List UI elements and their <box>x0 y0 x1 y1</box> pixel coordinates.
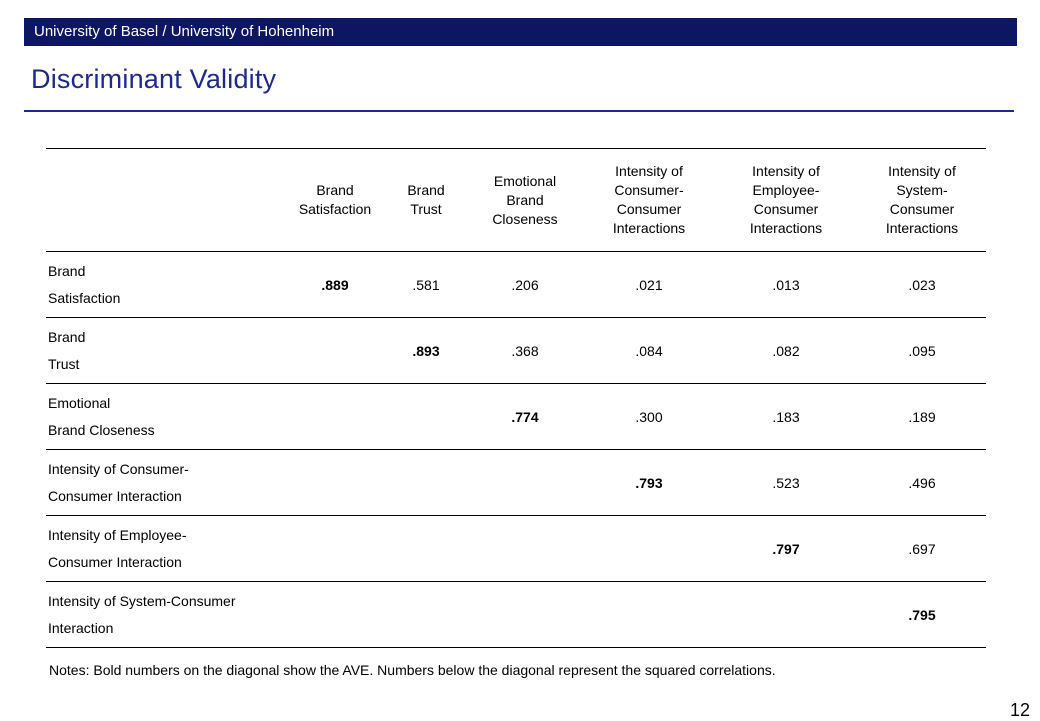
correlation-cell: .013 <box>772 276 800 293</box>
page-number: 12 <box>1010 700 1031 720</box>
column-header: Brand Satisfaction <box>298 182 372 217</box>
discriminant-validity-table: Brand Satisfaction Brand Trust Emotional Br… <box>46 148 986 648</box>
ave-cell: .797 <box>772 540 800 557</box>
correlation-cell <box>584 516 714 582</box>
column-header: Emotional Brand Closeness <box>492 172 558 227</box>
ave-cell: .774 <box>511 408 539 425</box>
correlation-cell <box>714 582 858 648</box>
correlation-cell <box>284 516 386 582</box>
correlation-cell: .206 <box>511 276 539 293</box>
column-header: Intensity of Employee- Consumer Interaction… <box>749 163 823 236</box>
row-label: Brand Trust <box>48 328 86 372</box>
title-divider <box>24 110 1014 112</box>
correlation-cell: .021 <box>635 276 663 293</box>
correlation-cell <box>466 516 584 582</box>
table-row: Brand Trust .893 .368 .084 .082 .095 <box>46 318 986 384</box>
table-row: Intensity of Consumer- Consumer Interacti… <box>46 450 986 516</box>
correlation-cell: .183 <box>772 408 800 425</box>
ave-cell: .889 <box>321 276 349 293</box>
correlation-cell <box>284 318 386 384</box>
ave-cell: .793 <box>635 474 663 491</box>
table-notes: Notes: Bold numbers on the diagonal show… <box>49 662 776 678</box>
correlation-cell: .581 <box>412 276 440 293</box>
table-row: Intensity of System-Consumer Interaction.… <box>46 582 986 648</box>
table-header-row: Brand Satisfaction Brand Trust Emotional Br… <box>46 148 986 252</box>
table-row: Brand Satisfaction .889 .581 .206 .021 .013 .02… <box>46 252 986 318</box>
institution-label: University of Basel / University of Hohe… <box>34 23 335 40</box>
table-row: Emotional Brand Closeness .774 .300 .183 .189 <box>46 384 986 450</box>
correlation-cell <box>386 450 466 516</box>
correlation-cell <box>466 582 584 648</box>
correlation-cell: .084 <box>635 342 663 359</box>
correlation-cell: .095 <box>908 342 936 359</box>
correlation-cell: .697 <box>908 540 936 557</box>
correlation-cell: .523 <box>772 474 800 491</box>
correlation-cell: .300 <box>635 408 663 425</box>
row-label: Intensity of Consumer- Consumer Interacti… <box>48 460 189 504</box>
column-header: Intensity of System- Consumer Interactions <box>885 163 959 236</box>
correlation-cell: .496 <box>908 474 936 491</box>
correlation-cell: .189 <box>908 408 936 425</box>
corner-cell <box>46 149 284 252</box>
ave-cell: .893 <box>412 342 440 359</box>
correlation-cell: .082 <box>772 342 800 359</box>
correlation-cell <box>386 582 466 648</box>
correlation-cell: .368 <box>511 342 539 359</box>
row-label: Emotional Brand Closeness <box>48 394 155 438</box>
header-bar: University of Basel / University of Hohe… <box>24 18 1017 46</box>
correlation-cell <box>386 384 466 450</box>
column-header: Brand Trust <box>407 182 445 217</box>
correlation-cell <box>584 582 714 648</box>
column-header: Intensity of Consumer- Consumer Interaction… <box>612 163 686 236</box>
ave-cell: .795 <box>908 606 936 623</box>
correlation-cell <box>386 516 466 582</box>
table-row: Intensity of Employee- Consumer Interacti… <box>46 516 986 582</box>
correlation-cell <box>284 582 386 648</box>
row-label: Intensity of Employee- Consumer Interacti… <box>48 526 187 570</box>
page-title: Discriminant Validity <box>31 64 277 94</box>
correlation-cell: .023 <box>908 276 936 293</box>
correlation-cell <box>284 384 386 450</box>
correlation-cell <box>466 450 584 516</box>
row-label: Brand Satisfaction <box>48 262 121 306</box>
row-label: Intensity of System-Consumer Interaction <box>48 592 236 636</box>
correlation-cell <box>284 450 386 516</box>
